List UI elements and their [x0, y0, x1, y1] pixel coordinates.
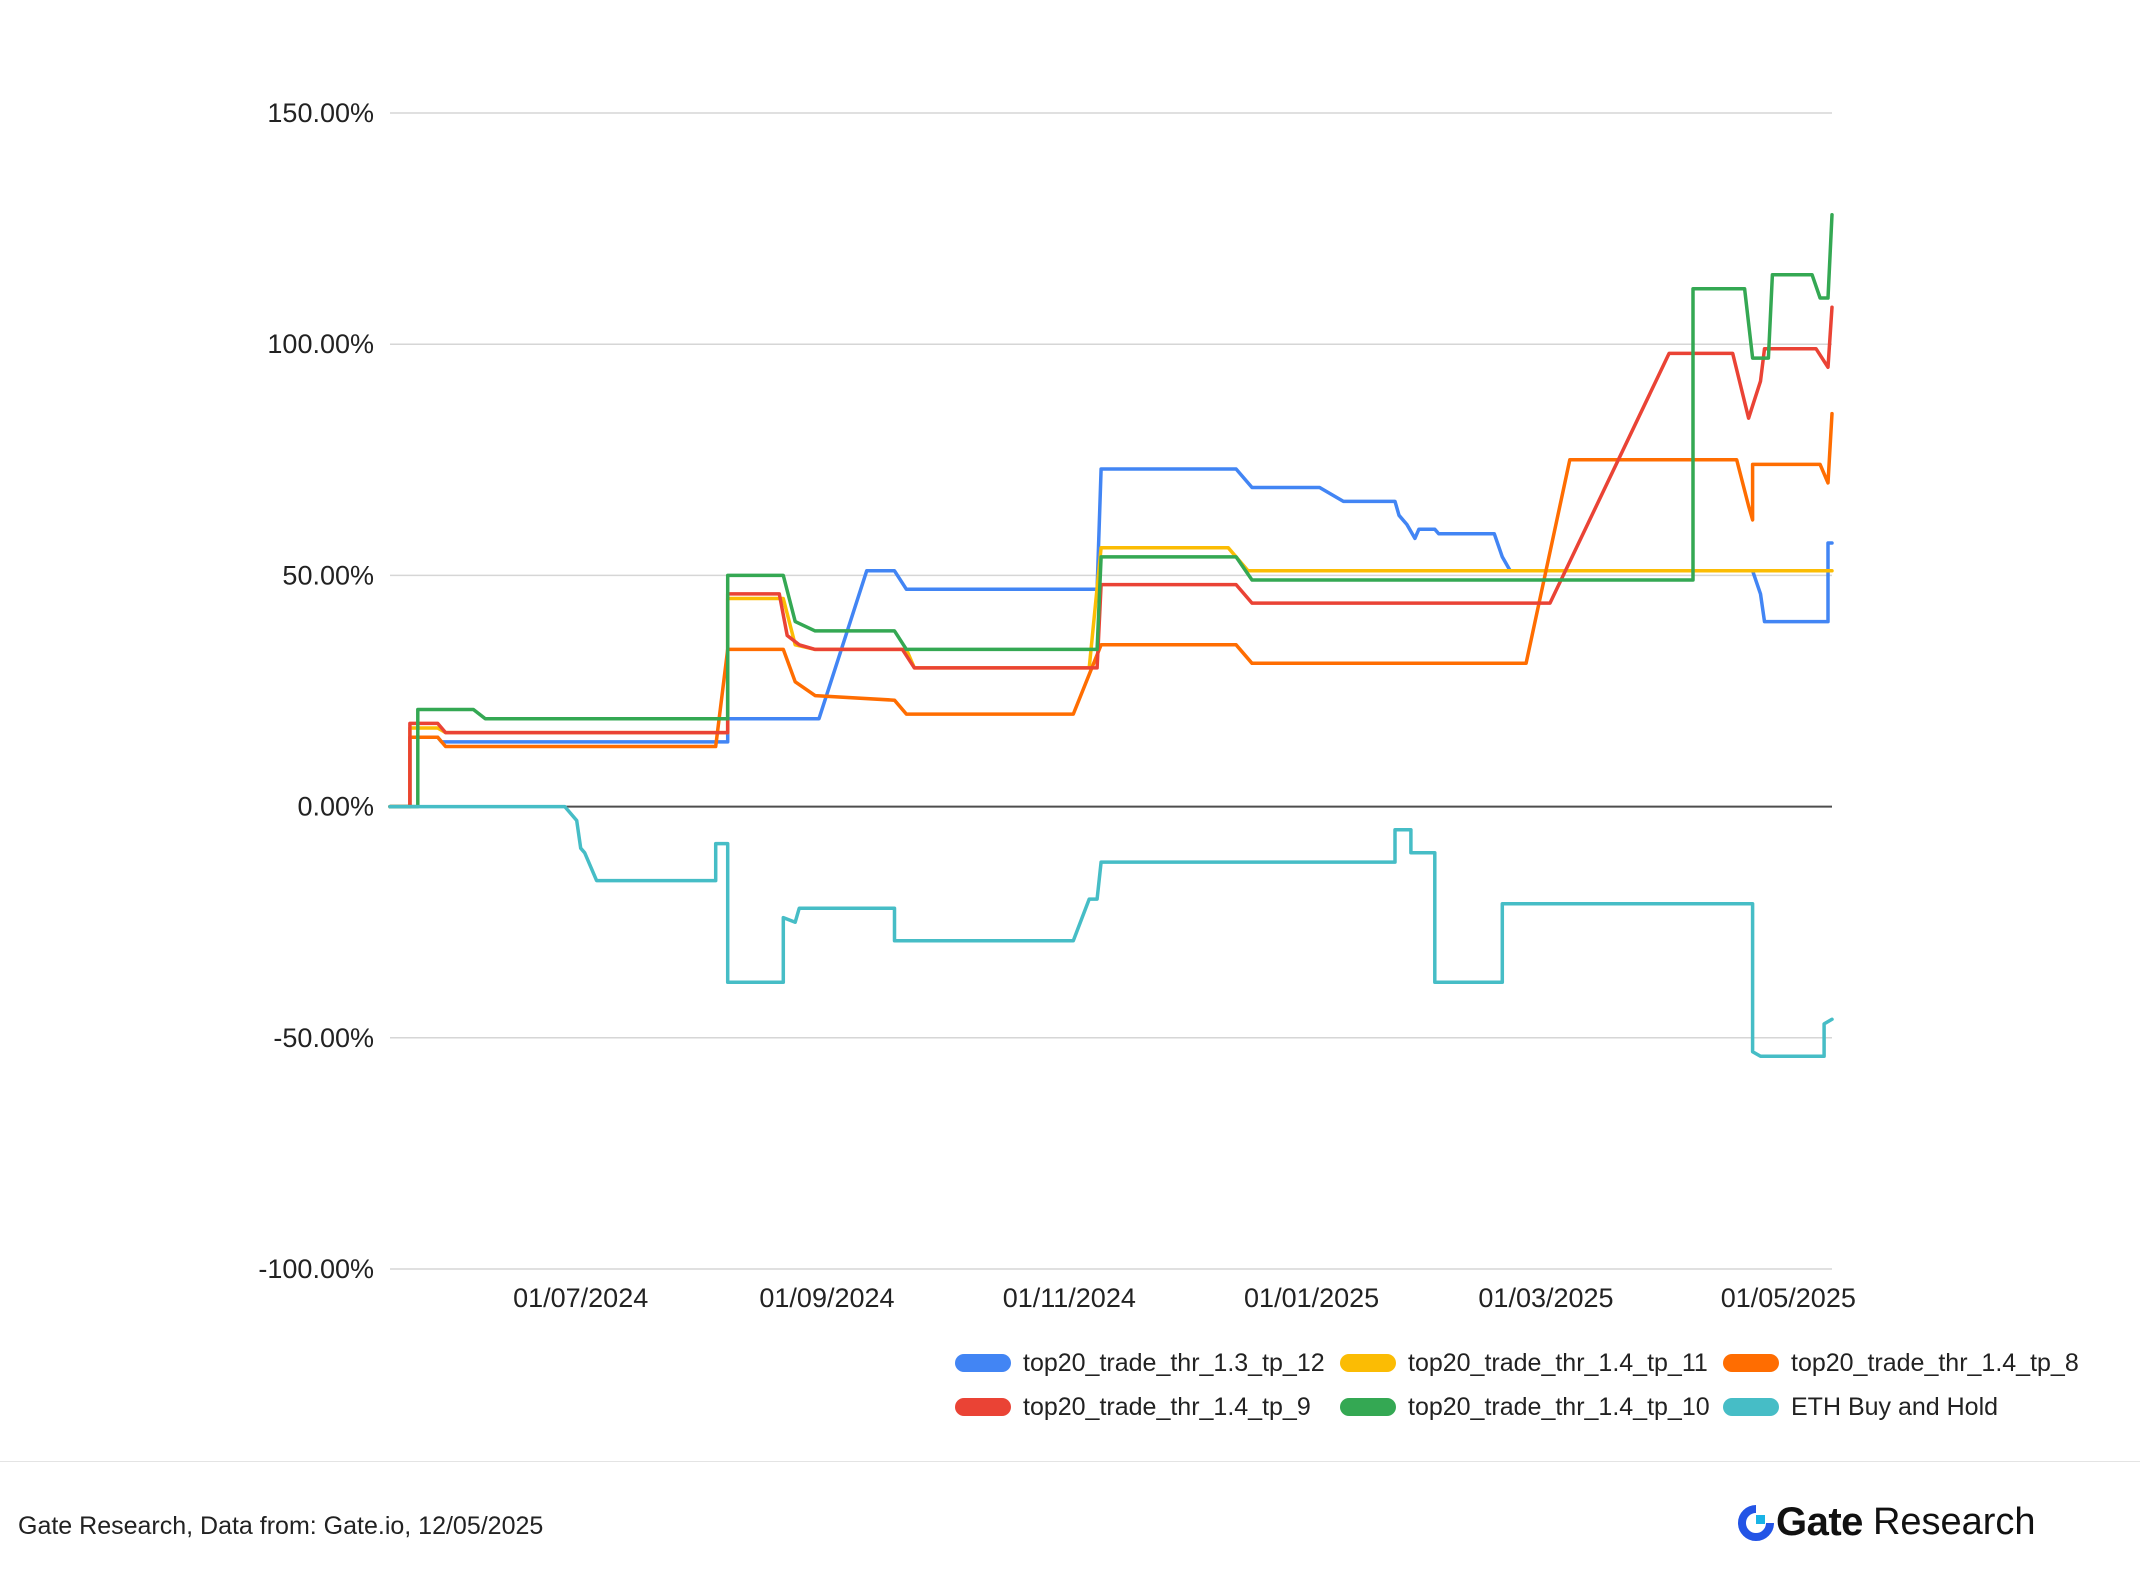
legend-swatch: [1723, 1398, 1779, 1416]
x-tick-label: 01/09/2024: [759, 1283, 894, 1313]
gate-logo-icon: [1738, 1504, 1774, 1541]
legend-label: top20_trade_thr_1.4_tp_8: [1791, 1348, 2079, 1377]
y-tick-label: 100.00%: [267, 329, 374, 359]
legend-swatch: [955, 1398, 1011, 1416]
legend-swatch: [955, 1354, 1011, 1372]
x-axis-ticks: 01/07/2024 01/09/2024 01/11/2024 01/01/2025…: [513, 1283, 1856, 1313]
y-tick-label: 50.00%: [282, 560, 374, 590]
legend-label: ETH Buy and Hold: [1791, 1392, 1999, 1421]
x-tick-label: 01/03/2025: [1478, 1283, 1613, 1313]
series-lines: [388, 212, 1834, 1059]
y-axis-ticks: 150.00% 100.00% 50.00% 0.00% -50.00% -100.00%: [258, 98, 374, 1284]
brand-suffix: Research: [1872, 1501, 2036, 1543]
y-tick-label: -50.00%: [273, 1023, 374, 1053]
legend-swatch: [1340, 1354, 1396, 1372]
legend-item: top20_trade_thr_1.4_tp_11: [1340, 1348, 1723, 1378]
series-line-1: [388, 545, 1834, 809]
legend-swatch: [1723, 1354, 1779, 1372]
y-tick-label: -100.00%: [258, 1254, 374, 1284]
legend-item: top20_trade_thr_1.3_tp_12: [955, 1348, 1340, 1378]
legend-label: top20_trade_thr_1.4_tp_10: [1408, 1392, 1710, 1421]
x-tick-label: 01/07/2024: [513, 1283, 648, 1313]
grid-lines: [390, 112, 1832, 1270]
legend-item: top20_trade_thr_1.4_tp_8: [1723, 1348, 2115, 1378]
legend-swatch: [1340, 1398, 1396, 1416]
series-line-3: [388, 305, 1834, 809]
x-tick-label: 01/05/2025: [1721, 1283, 1856, 1313]
series-line-4: [388, 212, 1834, 809]
y-tick-label: 150.00%: [267, 98, 374, 128]
legend-item: top20_trade_thr_1.4_tp_10: [1340, 1392, 1723, 1422]
footer-divider: [0, 1461, 2140, 1462]
source-note: Gate Research, Data from: Gate.io, 12/05…: [18, 1512, 544, 1540]
legend-label: top20_trade_thr_1.4_tp_11: [1408, 1348, 1708, 1377]
legend: top20_trade_thr_1.3_tp_12 top20_trade_thr…: [955, 1348, 2115, 1422]
series-line-0: [388, 467, 1834, 809]
brand-logo: Gate Research: [1738, 1500, 2036, 1545]
legend-label: top20_trade_thr_1.3_tp_12: [1023, 1348, 1325, 1377]
x-tick-label: 01/01/2025: [1244, 1283, 1379, 1313]
brand-name: Gate: [1776, 1500, 1863, 1544]
series-line-2: [388, 411, 1834, 809]
line-chart: 150.00% 100.00% 50.00% 0.00% -50.00% -100.00%…: [258, 98, 1856, 1313]
x-tick-label: 01/11/2024: [1003, 1283, 1136, 1313]
series-line-5: [388, 804, 1834, 1059]
legend-label: top20_trade_thr_1.4_tp_9: [1023, 1392, 1311, 1421]
legend-item: ETH Buy and Hold: [1723, 1392, 2115, 1422]
y-tick-label: 0.00%: [297, 792, 374, 822]
legend-item: top20_trade_thr_1.4_tp_9: [955, 1392, 1340, 1422]
